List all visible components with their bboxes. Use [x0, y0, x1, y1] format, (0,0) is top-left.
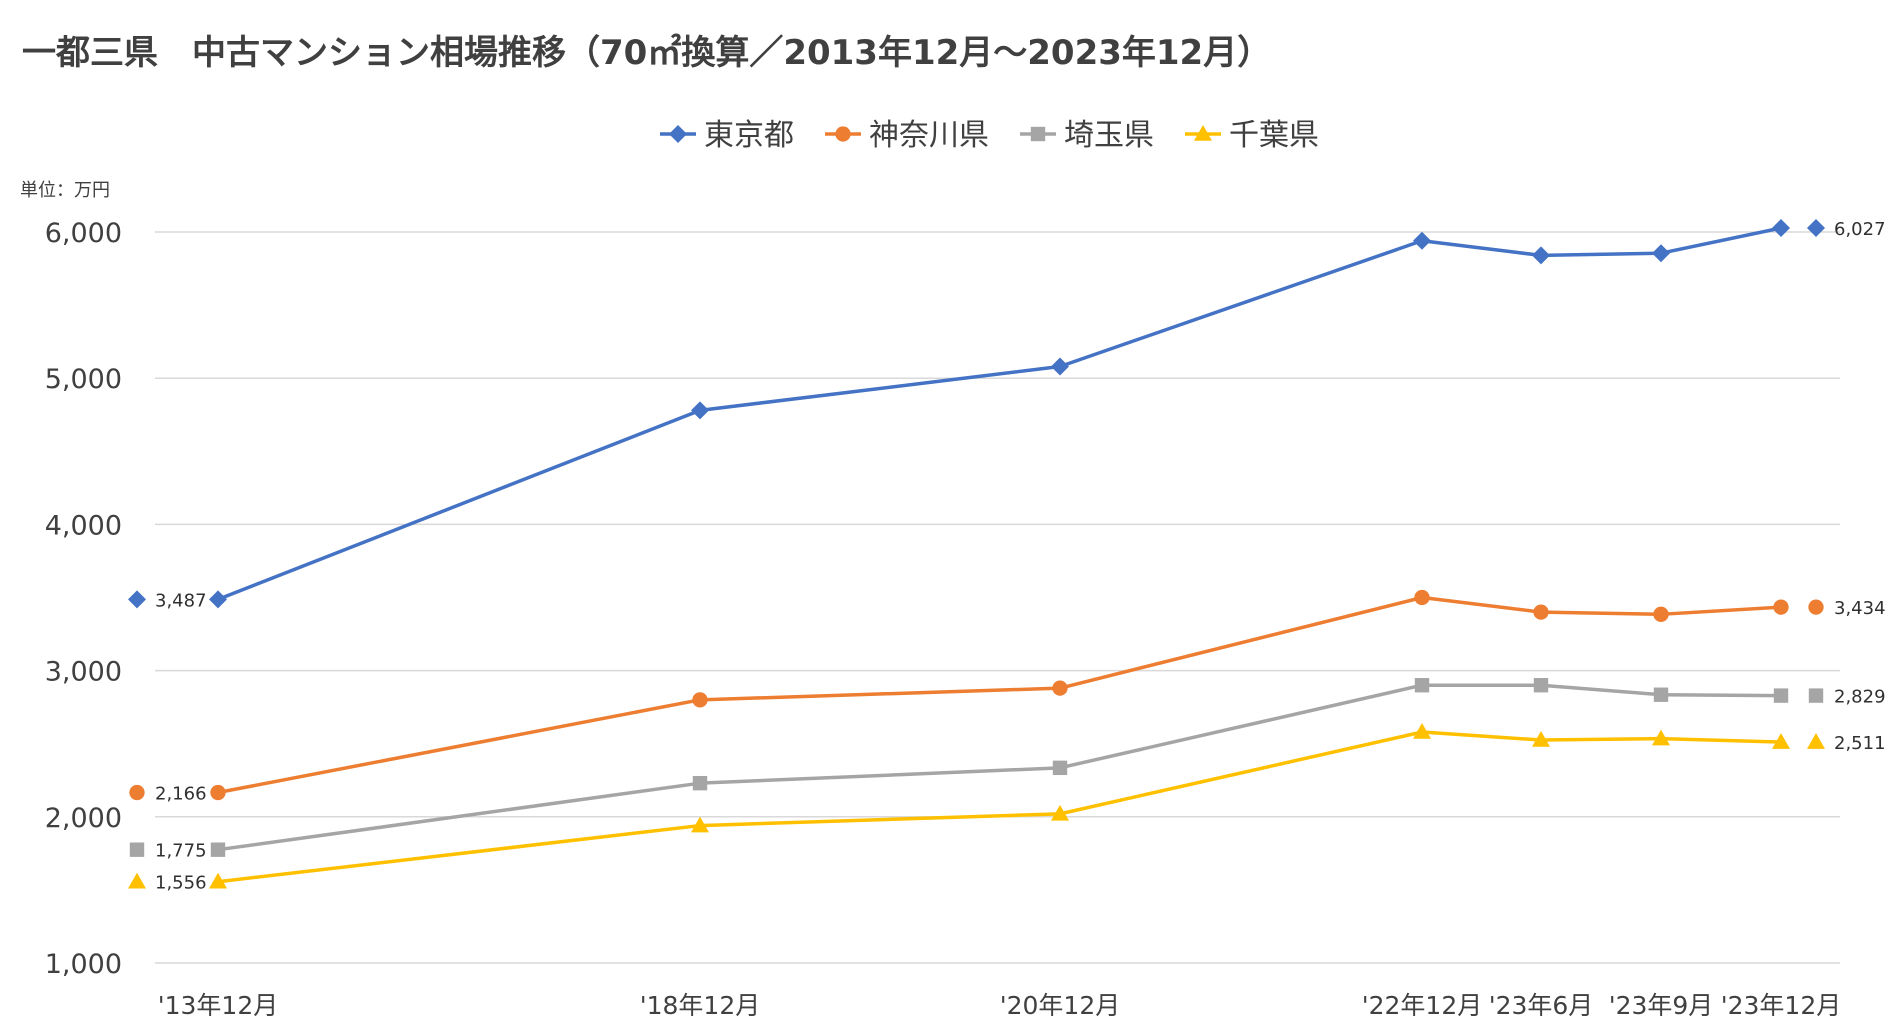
diamond-marker: [669, 125, 687, 143]
square-marker: [1653, 687, 1669, 702]
triangle-marker: [1413, 723, 1431, 739]
triangle-marker: [128, 872, 146, 889]
series-path: [217, 226, 1782, 602]
square-marker: [1533, 678, 1549, 693]
y-axis: 1,000 2,000 3,000 4,000 5,000 6,000: [45, 218, 122, 980]
x-tick-label: '13年12月: [158, 991, 279, 1016]
y-tick-label: 3,000: [45, 657, 122, 688]
x-tick-label: '22年12月: [1362, 991, 1483, 1016]
diamond-marker: [1772, 219, 1790, 238]
y-tick-label: 4,000: [45, 510, 122, 541]
series-line: [209, 723, 1790, 889]
triangle-marker: [1194, 125, 1212, 141]
circle-marker: [210, 784, 226, 801]
legend-item: 東京都: [660, 118, 794, 153]
series-line: [209, 219, 1790, 609]
triangle-marker: [1772, 733, 1790, 749]
legend-label: 埼玉県: [1064, 118, 1154, 153]
y-tick-label: 5,000: [45, 364, 122, 395]
data-label: 2,166: [155, 784, 207, 805]
unit-label: 単位：万円: [20, 180, 110, 201]
chart-title: 一都三県 中古マンション相場推移（70㎡換算／2013年12月～2023年12月…: [22, 33, 1271, 73]
diamond-marker: [1051, 357, 1069, 376]
circle-marker: [835, 126, 851, 142]
x-axis: '13年12月 '18年12月 '20年12月 '22年12月 '23年6月 '23年9月…: [158, 991, 1842, 1016]
square-marker: [1030, 126, 1046, 142]
diamond-marker: [1532, 246, 1550, 265]
x-tick-label: '20年12月: [1000, 991, 1121, 1016]
diamond-marker: [1807, 219, 1825, 238]
triangle-marker: [1051, 804, 1069, 821]
diamond-marker: [209, 590, 227, 609]
triangle-marker: [1807, 733, 1825, 749]
triangle-marker: [1532, 731, 1550, 747]
circle-marker: [692, 692, 708, 708]
square-marker: [1052, 760, 1068, 776]
circle-marker: [129, 784, 145, 801]
x-tick-label: '18年12月: [640, 991, 761, 1016]
series-line: [210, 678, 1789, 857]
diamond-marker: [691, 401, 709, 420]
circle-marker: [1533, 604, 1549, 620]
grid-lines: [155, 231, 1840, 964]
series-path: [217, 683, 1782, 852]
square-marker: [1808, 688, 1824, 703]
series-group: [209, 219, 1790, 889]
square-marker: [210, 842, 226, 857]
y-tick-label: 1,000: [45, 949, 122, 980]
data-label: 1,775: [155, 841, 207, 862]
circle-marker: [1808, 599, 1824, 615]
legend-item: 千葉県: [1185, 118, 1319, 153]
triangle-marker: [691, 816, 709, 833]
series-path: [217, 730, 1782, 884]
y-tick-label: 2,000: [45, 803, 122, 834]
data-label: 6,027: [1834, 219, 1886, 240]
data-label: 1,556: [155, 873, 207, 894]
legend-label: 神奈川県: [869, 118, 989, 153]
circle-marker: [1414, 589, 1430, 606]
square-marker: [1414, 678, 1430, 693]
legend: 東京都 神奈川県 埼玉県 千葉県: [660, 118, 1319, 153]
legend-label: 東京都: [704, 118, 794, 153]
triangle-marker: [209, 872, 227, 889]
diamond-marker: [1413, 231, 1431, 250]
triangle-marker: [1652, 729, 1670, 746]
legend-item: 埼玉県: [1020, 118, 1154, 153]
diamond-marker: [128, 590, 146, 609]
square-marker: [1773, 688, 1789, 703]
data-label: 3,487: [155, 590, 207, 611]
data-label: 3,434: [1834, 598, 1886, 619]
data-label: 2,511: [1834, 733, 1886, 754]
circle-marker: [1052, 680, 1068, 696]
circle-marker: [1653, 606, 1669, 622]
data-labels: 3,487 6,027 2,166 3,434 1,775 2,829 1,556 2,511: [128, 219, 1886, 894]
x-tick-label: '23年12月: [1721, 991, 1842, 1016]
circle-marker: [1773, 599, 1789, 615]
legend-label: 千葉県: [1229, 118, 1319, 153]
square-marker: [129, 842, 145, 857]
data-label: 2,829: [1834, 687, 1886, 708]
series-path: [217, 595, 1782, 795]
legend-item: 神奈川県: [825, 118, 989, 153]
square-marker: [692, 775, 708, 791]
x-tick-label: '23年6月: [1489, 991, 1594, 1016]
series-line: [210, 589, 1789, 801]
diamond-marker: [1652, 244, 1670, 263]
x-tick-label: '23年9月: [1609, 991, 1714, 1016]
y-tick-label: 6,000: [45, 218, 122, 249]
